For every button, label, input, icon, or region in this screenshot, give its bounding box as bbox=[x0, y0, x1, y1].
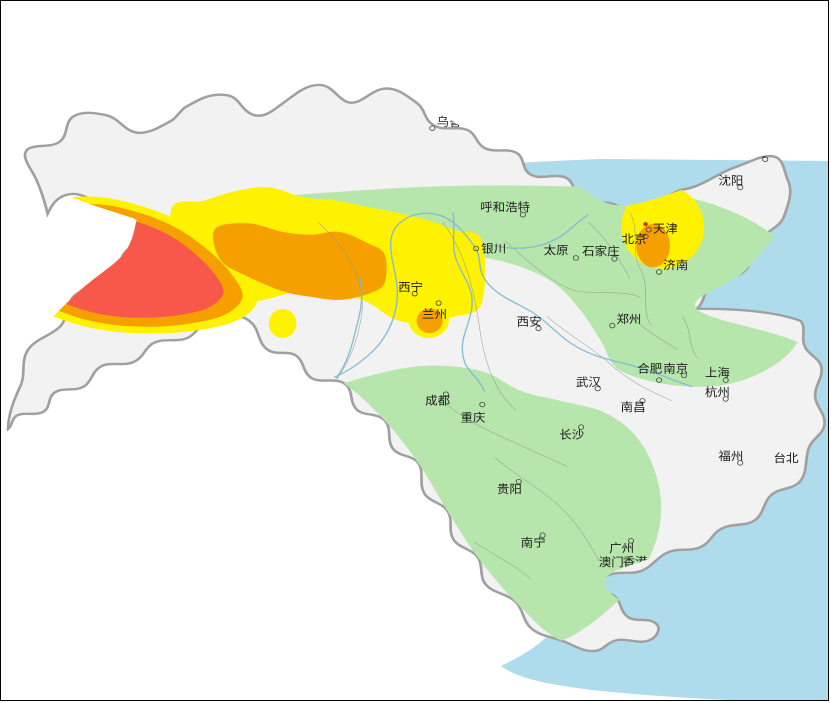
svg-text:福州: 福州 bbox=[718, 450, 743, 463]
svg-text:长沙: 长沙 bbox=[559, 428, 584, 441]
svg-text:西安: 西安 bbox=[517, 315, 542, 328]
svg-text:南京: 南京 bbox=[663, 362, 688, 375]
svg-text:澳门: 澳门 bbox=[599, 556, 624, 569]
svg-text:杭州: 杭州 bbox=[705, 386, 730, 399]
svg-text:上海: 上海 bbox=[705, 366, 730, 379]
svg-text:沈阳: 沈阳 bbox=[718, 174, 743, 187]
svg-text:石家庄: 石家庄 bbox=[582, 245, 620, 258]
svg-text:南昌: 南昌 bbox=[621, 401, 646, 414]
svg-text:成都: 成都 bbox=[425, 394, 450, 407]
svg-text:郑州: 郑州 bbox=[616, 312, 641, 325]
svg-text:北京: 北京 bbox=[622, 232, 647, 245]
svg-text:武汉: 武汉 bbox=[576, 375, 601, 388]
svg-text:贵阳: 贵阳 bbox=[497, 482, 522, 495]
svg-text:兰州: 兰州 bbox=[422, 308, 447, 321]
svg-text:重庆: 重庆 bbox=[460, 411, 485, 424]
svg-text:呼和浩特: 呼和浩特 bbox=[480, 200, 530, 213]
svg-text:西宁: 西宁 bbox=[398, 280, 423, 293]
svg-text:台北: 台北 bbox=[774, 451, 799, 464]
svg-text:广州: 广州 bbox=[609, 542, 634, 555]
svg-text:银川: 银川 bbox=[481, 242, 506, 255]
svg-text:合肥: 合肥 bbox=[637, 362, 662, 375]
svg-text:太原: 太原 bbox=[544, 244, 569, 257]
svg-text:南宁: 南宁 bbox=[521, 536, 546, 549]
svg-text:济南: 济南 bbox=[663, 259, 688, 272]
svg-text:天津: 天津 bbox=[653, 222, 678, 235]
